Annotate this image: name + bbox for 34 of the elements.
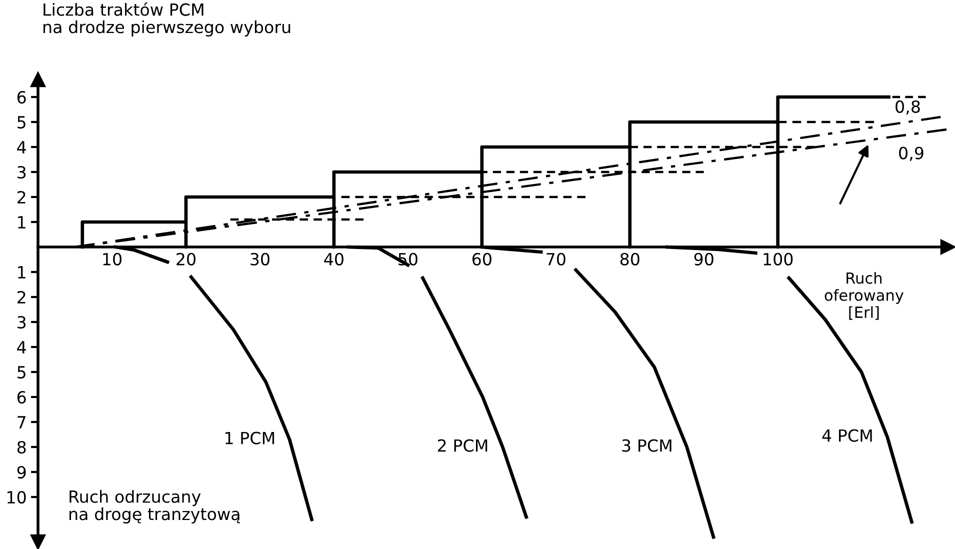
y-tick-label: 8 (17, 440, 26, 454)
y-tick-label: 2 (18, 290, 26, 304)
y-tick-label: 2 (18, 190, 26, 204)
x-tick-label: 30 (250, 252, 270, 266)
series-label: 3 PCM (622, 439, 672, 452)
y-tick-label: 7 (18, 416, 26, 428)
annotation: 0,8 (896, 100, 920, 115)
x-axis-title: Ruch oferowany [Erl] (824, 272, 904, 320)
x-tick-label: 20 (176, 252, 196, 266)
x-tick-label: 90 (694, 252, 714, 266)
y-tick-label: 1 (18, 266, 26, 278)
y-tick-label: 3 (18, 316, 26, 329)
y-tick-label: 10 (8, 490, 26, 504)
series-label: 4 PCM (822, 429, 872, 442)
y-tick-label: 5 (18, 366, 26, 379)
series-label: 1 PCM (226, 432, 274, 444)
x-tick-label: 40 (324, 252, 344, 266)
x-tick-label: 60 (472, 252, 492, 266)
y-axis-title: Liczba traktów PCM na drodze pierwszego wyboru (44, 2, 290, 37)
x-tick-label: 10 (103, 252, 122, 266)
annotation: Ruch odrzucany na drogę tranzytową (70, 490, 240, 524)
y-tick-label: 1 (18, 216, 26, 228)
series-label: 2 PCM (438, 439, 488, 452)
x-tick-label: 80 (620, 252, 640, 266)
y-tick-label: 3 (18, 166, 26, 179)
y-tick-label: 4 (17, 341, 26, 354)
y-tick-label: 5 (18, 116, 26, 129)
y-tick-label: 4 (17, 141, 26, 154)
y-tick-label: 6 (17, 90, 26, 104)
x-tick-label: 100 (764, 252, 793, 266)
y-tick-label: 6 (17, 390, 26, 404)
x-tick-label: 70 (546, 252, 566, 266)
annotation: 0,9 (899, 146, 924, 162)
y-tick-label: 9 (17, 466, 26, 479)
